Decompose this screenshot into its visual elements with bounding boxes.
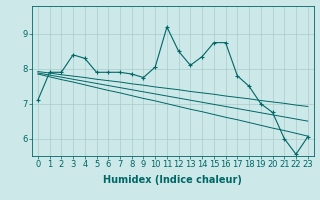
- X-axis label: Humidex (Indice chaleur): Humidex (Indice chaleur): [103, 175, 242, 185]
